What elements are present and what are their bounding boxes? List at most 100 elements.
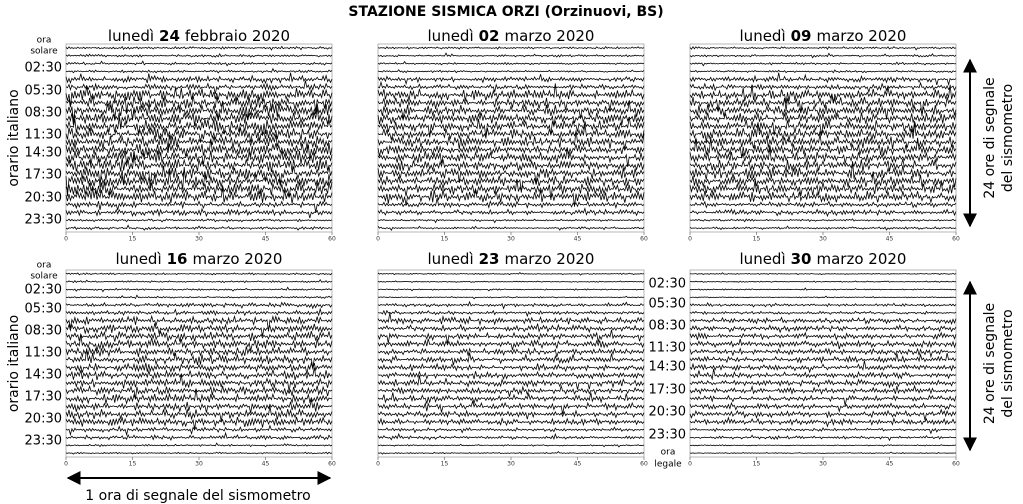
- seismic-trace: [65, 80, 333, 95]
- seismic-trace: [689, 133, 957, 150]
- seismic-trace: [689, 401, 957, 413]
- seismic-trace: [689, 353, 957, 364]
- seismic-trace: [689, 384, 957, 395]
- day: 09: [791, 27, 812, 45]
- horizontal-arrow-label: 1 ora di segnale del sismometro: [85, 488, 310, 504]
- seismic-trace: [65, 95, 333, 113]
- seismic-trace: [65, 405, 333, 422]
- x-tick-label: 45: [574, 461, 582, 468]
- weekday: lunedì: [428, 250, 474, 268]
- legal-time-label: legale: [654, 460, 682, 470]
- x-tick-label: 60: [328, 461, 336, 468]
- seismic-trace: [689, 347, 957, 359]
- seismic-trace: [377, 159, 645, 172]
- seismic-trace: [65, 117, 333, 136]
- seismic-trace: [377, 97, 645, 111]
- time-label: 23:30: [25, 434, 62, 449]
- solar-time-label: ora: [37, 36, 52, 46]
- time-label: 23:30: [25, 213, 62, 228]
- seismic-trace: [377, 83, 645, 102]
- time-label: 02:30: [25, 61, 62, 76]
- panel-heading: lunedì 23 marzo 2020: [428, 250, 595, 268]
- seismic-trace: [689, 302, 957, 308]
- x-tick-label: 45: [262, 461, 270, 468]
- seismic-trace: [377, 130, 645, 150]
- seismic-trace: [689, 394, 957, 406]
- time-label: 08:30: [649, 319, 686, 334]
- time-label: 05:30: [649, 297, 686, 312]
- time-label: 17:30: [25, 390, 62, 405]
- seismic-trace: [377, 280, 645, 283]
- x-tick-label: 0: [64, 461, 68, 468]
- seismic-trace: [377, 443, 645, 448]
- day: 24: [159, 27, 180, 45]
- month-year: marzo 2020: [193, 250, 283, 268]
- seismic-trace: [377, 80, 645, 93]
- month-year: marzo 2020: [817, 250, 907, 268]
- seismic-trace: [377, 399, 645, 415]
- time-label: 23:30: [649, 428, 686, 443]
- time-label: 08:30: [25, 106, 62, 121]
- seismic-trace: [65, 294, 333, 300]
- seismic-trace: [377, 295, 645, 300]
- seismic-trace: [689, 104, 957, 120]
- seismic-trace: [65, 165, 333, 188]
- x-tick-label: 45: [886, 236, 894, 243]
- seismic-trace: [65, 416, 333, 429]
- seismic-trace: [65, 314, 333, 332]
- x-tick-label: 0: [376, 461, 380, 468]
- seismic-trace: [689, 310, 957, 315]
- seismic-trace: [377, 375, 645, 390]
- x-tick-label: 15: [753, 461, 761, 468]
- seismic-trace: [377, 338, 645, 350]
- seismic-trace: [65, 224, 333, 231]
- time-label: 08:30: [25, 324, 62, 339]
- seismic-trace: [377, 300, 645, 310]
- x-tick-label: 30: [819, 461, 827, 468]
- seismic-trace: [377, 384, 645, 397]
- seismic-trace: [65, 301, 333, 310]
- seismic-trace: [377, 112, 645, 127]
- seismic-trace: [65, 431, 333, 441]
- panel-heading: lunedì 24 febbraio 2020: [108, 27, 290, 45]
- seismic-trace: [65, 286, 333, 293]
- seismic-trace: [689, 368, 957, 381]
- seismic-trace: [689, 180, 957, 196]
- arrow-label: 24 ore di segnale: [982, 77, 998, 198]
- time-label: 05:30: [25, 302, 62, 317]
- weekday: lunedì: [428, 27, 474, 45]
- x-tick-label: 30: [195, 236, 203, 243]
- seismic-trace: [65, 334, 333, 351]
- seismic-trace: [377, 392, 645, 405]
- solar-time-label: ora: [37, 261, 52, 271]
- seismic-trace: [65, 307, 333, 317]
- time-label: 05:30: [25, 84, 62, 99]
- solar-time-label: solare: [30, 47, 58, 57]
- seismic-trace: [377, 175, 645, 193]
- seismic-trace: [689, 416, 957, 428]
- seismic-trace: [377, 352, 645, 366]
- seismic-trace: [65, 187, 333, 204]
- seismic-trace: [689, 45, 957, 51]
- seismic-trace: [689, 287, 957, 291]
- x-tick-label: 15: [441, 236, 449, 243]
- seismic-trace: [65, 272, 333, 276]
- seismic-trace: [689, 72, 957, 87]
- seismic-trace: [377, 52, 645, 58]
- panel-heading: lunedì 30 marzo 2020: [740, 250, 907, 268]
- x-tick-label: 15: [129, 236, 137, 243]
- x-tick-label: 45: [574, 236, 582, 243]
- seismic-trace: [377, 225, 645, 231]
- seismic-trace: [377, 189, 645, 207]
- seismic-trace: [689, 280, 957, 283]
- seismic-trace: [377, 362, 645, 373]
- time-label: 17:30: [649, 383, 686, 398]
- seismic-trace: [689, 171, 957, 188]
- seismic-trace: [689, 69, 957, 74]
- seismic-trace: [65, 348, 333, 369]
- seismic-trace: [377, 116, 645, 138]
- time-label: 02:30: [649, 277, 686, 292]
- arrow-label: del sismometro: [1000, 309, 1016, 417]
- solar-time-label: solare: [30, 272, 58, 282]
